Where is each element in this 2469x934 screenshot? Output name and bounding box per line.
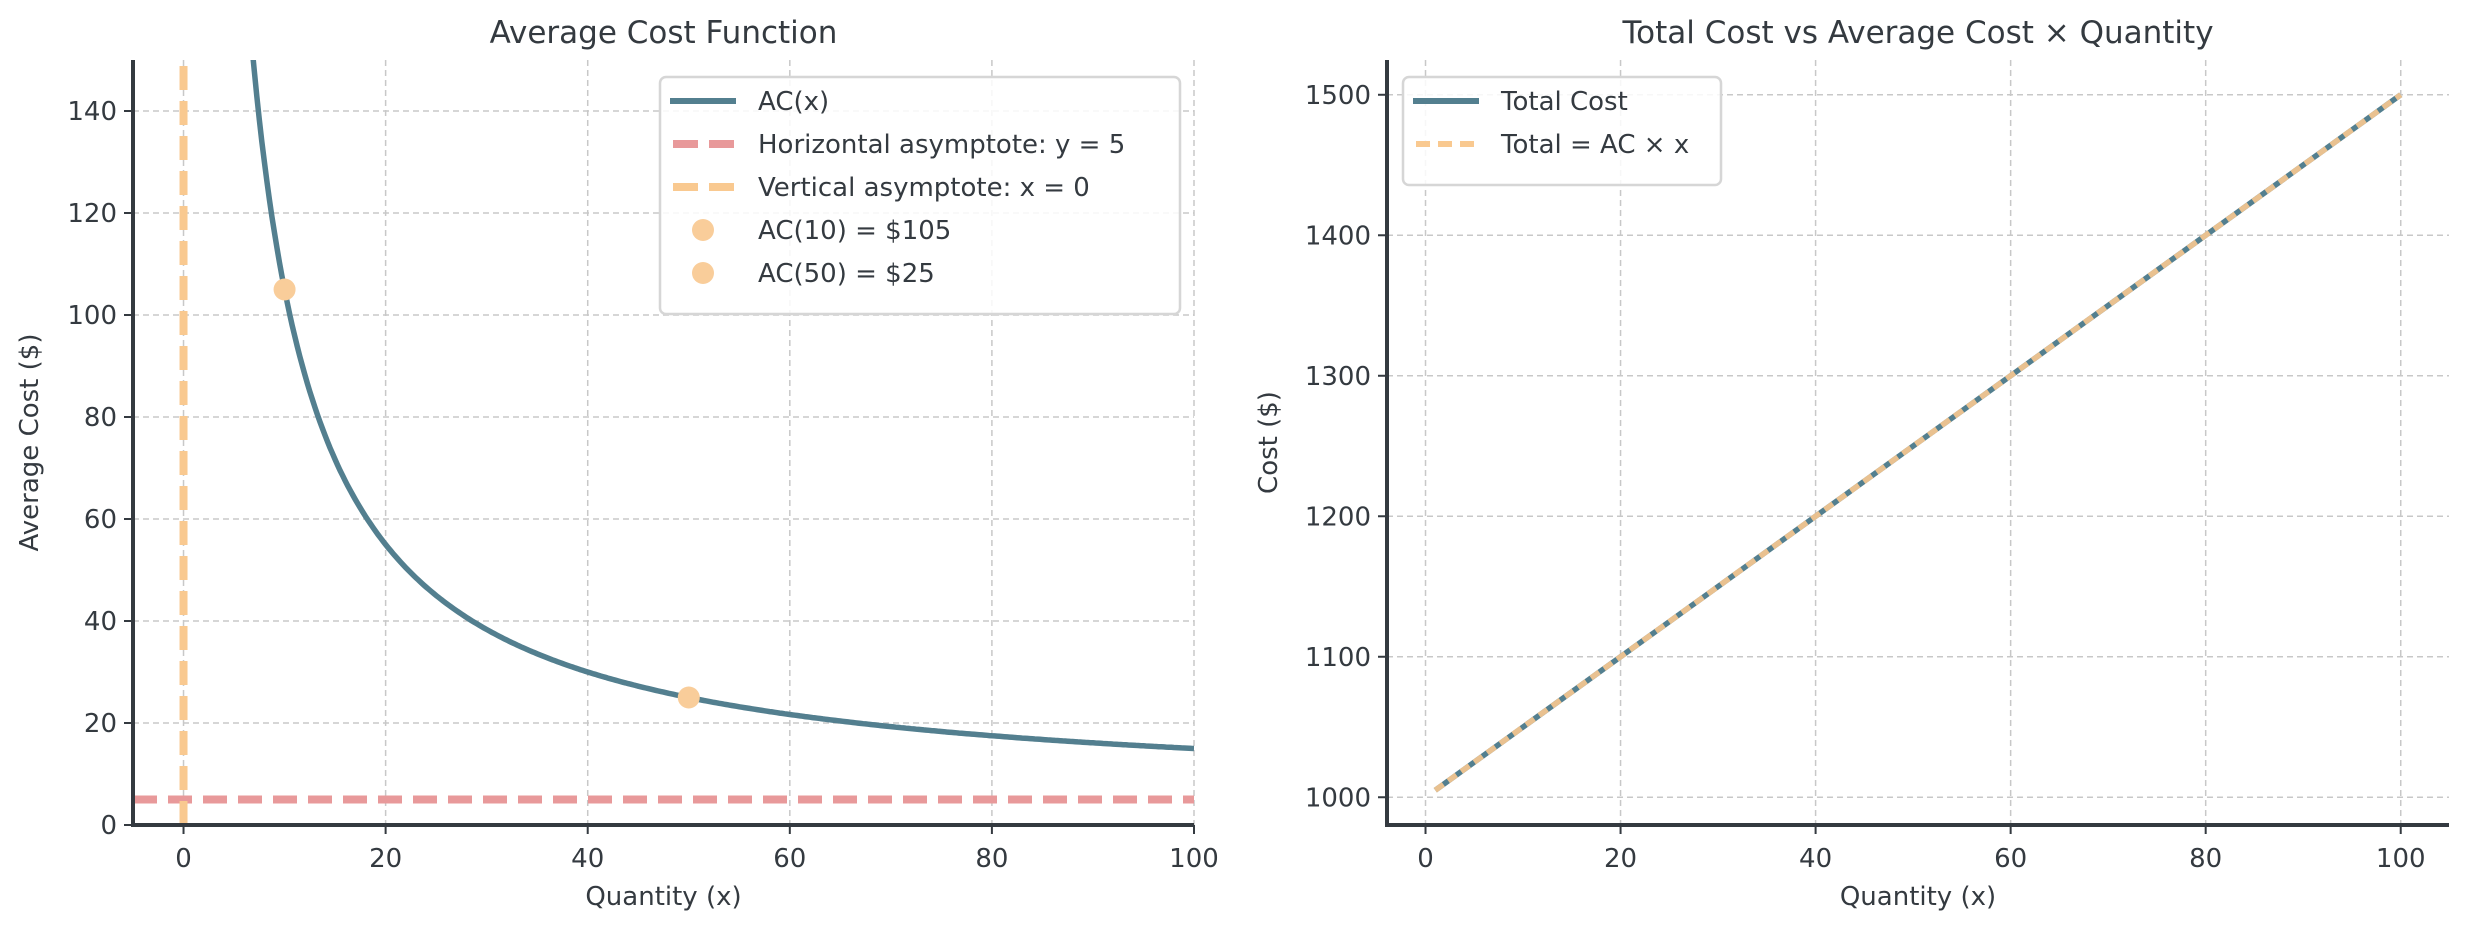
chart-2: 0 20 40 60 80 100 1000 1100 1200 1300 1400 1500 Tota…	[1254, 15, 2449, 912]
x-tick-label: 80	[2189, 844, 2222, 874]
series-dashed-1	[1433, 92, 2403, 793]
legend-label: Vertical asymptote: x = 0	[758, 173, 1090, 203]
legend-label: AC(50) = $25	[758, 259, 935, 289]
x-tick-label: 60	[773, 844, 806, 874]
chart-1: 0 20 40 60 80 100 0 20 40 60 80 100 120 140 Average Co…	[15, 15, 1219, 912]
y-tick-label: 1200	[1305, 502, 1371, 532]
legend-box	[658, 75, 1182, 316]
x-tick-label: 40	[571, 844, 604, 874]
y-tick-label: 1000	[1305, 783, 1371, 813]
y-axis-label: Average Cost ($)	[15, 334, 45, 552]
legend-label: AC(x)	[758, 87, 829, 117]
y-tick-label: 80	[84, 403, 117, 433]
y-tick-label: 60	[84, 505, 117, 535]
y-tick-label: 1100	[1305, 643, 1371, 673]
y-tick-label: 1400	[1305, 221, 1371, 251]
x-tick-label: 100	[2376, 844, 2426, 874]
y-tick-label: 120	[67, 199, 117, 229]
x-tick-label: 80	[975, 844, 1008, 874]
y-axis-label: Cost ($)	[1254, 391, 1284, 494]
y-tick-label: 20	[84, 709, 117, 739]
x-tick-label: 100	[1169, 844, 1219, 874]
x-axis-label: Quantity (x)	[1840, 882, 1996, 912]
legend-handle-marker	[692, 262, 714, 284]
y-tick-label: 1300	[1305, 362, 1371, 392]
x-tick-label: 0	[1417, 844, 1434, 874]
y-tick-label: 0	[100, 811, 117, 841]
legend: Total Cost Total = AC × x	[1401, 75, 1723, 187]
chart-title: Average Cost Function	[490, 15, 838, 51]
legend-label: Horizontal asymptote: y = 5	[758, 130, 1125, 160]
y-tick-label: 40	[84, 607, 117, 637]
y-tick-label: 100	[67, 301, 117, 331]
x-tick-label: 20	[369, 844, 402, 874]
x-tick-label: 0	[175, 844, 192, 874]
plot-area	[1433, 92, 2403, 793]
legend-box	[1401, 75, 1723, 187]
y-tick-label: 1500	[1305, 81, 1371, 111]
legend: AC(x) Horizontal asymptote: y = 5 Vertical…	[658, 75, 1182, 316]
y-tick-label: 140	[67, 97, 117, 127]
legend-label: Total = AC × x	[1500, 130, 1689, 160]
x-tick-label: 60	[1994, 844, 2027, 874]
data-point	[677, 686, 700, 709]
x-axis-label: Quantity (x)	[585, 882, 741, 912]
data-point	[273, 278, 296, 301]
chart-title: Total Cost vs Average Cost × Quantity	[1621, 15, 2213, 51]
legend-handle-marker	[692, 219, 714, 241]
x-tick-label: 40	[1799, 844, 1832, 874]
legend-label: AC(10) = $105	[758, 216, 951, 246]
x-tick-label: 20	[1604, 844, 1637, 874]
legend-label: Total Cost	[1500, 87, 1628, 117]
